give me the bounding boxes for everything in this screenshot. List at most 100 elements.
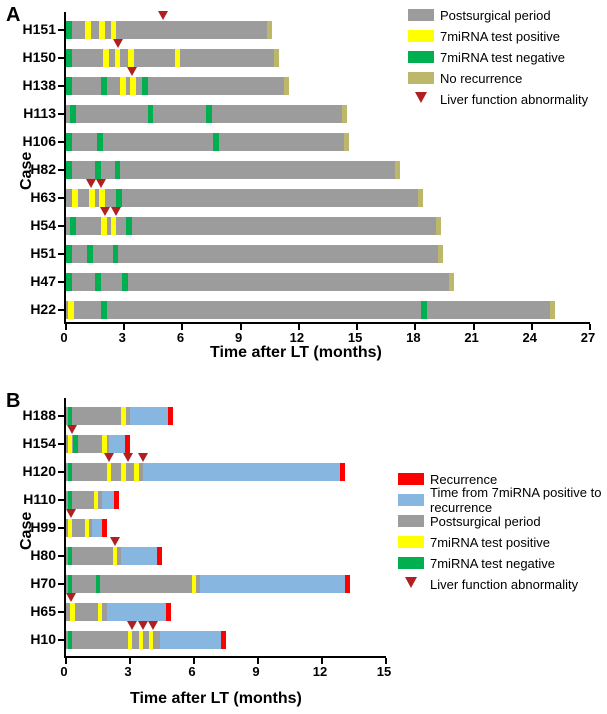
case-bar (66, 21, 272, 39)
segment-positive (128, 631, 132, 649)
case-label: H150 (12, 49, 56, 65)
segment-negative (126, 217, 132, 235)
segment-postsurgical (66, 575, 200, 593)
y-tick (58, 197, 64, 199)
segment-time-to-recurrence (121, 547, 157, 565)
segment-postsurgical (66, 133, 349, 151)
plot-area (64, 398, 386, 658)
segment-positive (128, 49, 134, 67)
liver-abnormality-marker-icon (66, 509, 76, 518)
legend-label: 7miRNA test negative (430, 556, 555, 571)
segment-no-recurrence (436, 217, 441, 235)
segment-positive (70, 603, 74, 621)
segment-negative (96, 575, 100, 593)
case-bar (66, 49, 279, 67)
y-tick (58, 555, 64, 557)
y-tick (58, 471, 64, 473)
case-label: H154 (12, 435, 56, 451)
legend-label: 7miRNA test positive (440, 29, 560, 44)
segment-postsurgical (66, 49, 279, 67)
liver-abnormality-marker-icon (96, 179, 106, 188)
segment-negative (116, 189, 122, 207)
segment-positive (111, 21, 117, 39)
case-bar (66, 407, 173, 425)
legend-label: Liver function abnormality (430, 577, 578, 592)
case-label: H138 (12, 77, 56, 93)
legend-item: No recurrence (408, 69, 588, 87)
y-tick (58, 499, 64, 501)
segment-positive (68, 301, 74, 319)
liver-abnormality-marker-icon (66, 593, 76, 602)
legend-label: 7miRNA test positive (430, 535, 550, 550)
y-tick (58, 639, 64, 641)
segment-time-to-recurrence (143, 463, 341, 481)
case-bar (66, 519, 107, 537)
legend-label: No recurrence (440, 71, 522, 86)
y-tick (58, 527, 64, 529)
x-tick-label: 6 (177, 330, 184, 345)
segment-recurrence (221, 631, 226, 649)
segment-no-recurrence (438, 245, 443, 263)
case-bar (66, 631, 226, 649)
segment-negative (148, 105, 154, 123)
case-bar (66, 463, 345, 481)
y-tick (58, 309, 64, 311)
case-label: H54 (12, 217, 56, 233)
y-tick (58, 57, 64, 59)
case-bar (66, 133, 349, 151)
segment-negative (66, 245, 72, 263)
segment-recurrence (166, 603, 171, 621)
y-tick (58, 253, 64, 255)
case-bar (66, 161, 400, 179)
liver-abnormality-marker-icon (100, 207, 110, 216)
segment-positive (115, 49, 121, 67)
segment-negative (68, 547, 72, 565)
legend-item: Postsurgical period (408, 6, 588, 24)
legend-swatch-icon (408, 51, 434, 63)
segment-positive (121, 463, 125, 481)
case-label: H106 (12, 133, 56, 149)
case-label: H113 (12, 105, 56, 121)
segment-positive (175, 49, 181, 67)
case-bar (66, 105, 347, 123)
case-label: H63 (12, 189, 56, 205)
legend-label: Postsurgical period (440, 8, 551, 23)
segment-no-recurrence (395, 161, 400, 179)
segment-no-recurrence (550, 301, 555, 319)
liver-abnormality-marker-icon (113, 39, 123, 48)
segment-no-recurrence (267, 21, 272, 39)
segment-negative (115, 161, 121, 179)
segment-positive (99, 189, 105, 207)
y-tick (58, 29, 64, 31)
legend: RecurrenceTime from 7miRNA positive to r… (398, 470, 607, 596)
legend-swatch-icon (398, 557, 424, 569)
segment-postsurgical (66, 21, 272, 39)
segment-positive (68, 519, 72, 537)
segment-positive (98, 603, 102, 621)
legend-item: Time from 7miRNA positive to recurrence (398, 491, 607, 509)
segment-postsurgical (66, 77, 289, 95)
segment-negative (68, 575, 72, 593)
liver-abnormality-marker-icon (104, 453, 114, 462)
segment-recurrence (102, 519, 107, 537)
segment-negative (68, 631, 72, 649)
legend-item: Liver function abnormality (398, 575, 607, 593)
case-bar (66, 603, 171, 621)
case-bar (66, 575, 350, 593)
segment-negative (66, 77, 72, 95)
case-label: H47 (12, 273, 56, 289)
segment-recurrence (114, 491, 119, 509)
legend-item: 7miRNA test positive (398, 533, 607, 551)
segment-time-to-recurrence (200, 575, 344, 593)
x-tick-label: 12 (313, 664, 327, 679)
segment-positive (111, 217, 117, 235)
liver-abnormality-marker-icon (110, 537, 120, 546)
segment-negative (70, 217, 76, 235)
case-label: H120 (12, 463, 56, 479)
case-label: H10 (12, 631, 56, 647)
y-tick (58, 611, 64, 613)
segment-positive (113, 547, 117, 565)
x-tick-label: 9 (235, 330, 242, 345)
segment-negative (95, 161, 101, 179)
segment-time-to-recurrence (107, 603, 166, 621)
